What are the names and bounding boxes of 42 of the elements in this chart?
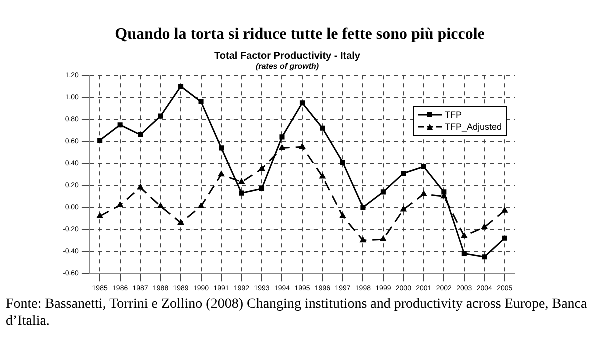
point [198,99,204,105]
point [461,232,468,238]
point [97,213,103,218]
point [178,220,184,225]
point [279,144,286,150]
chart-title: Quando la torta si riduce tutte le fette sono più piccole [114,25,486,45]
point [320,126,326,131]
point [502,208,508,213]
point [421,191,427,196]
point [380,236,386,242]
point [218,171,224,177]
point [442,190,447,195]
point [360,205,366,210]
chart-subtitle: Total Factor Productivity - Italy [214,50,361,62]
legend-label: TFP_Adjusted [445,120,502,133]
point [178,84,184,90]
point [158,114,164,119]
point [421,164,426,170]
point [158,203,164,208]
point [462,251,467,256]
source-note: Fonte: Bassanetti, Torrini e Zollino (2008) Changing institutions and productivity across Europe, Banca d’Italia. [6,296,588,330]
point [259,186,265,192]
point [340,213,346,218]
point [198,203,204,208]
point [401,170,406,176]
point [360,237,366,243]
point [300,144,306,150]
point [502,236,508,241]
point [482,254,488,260]
point [98,138,103,144]
point [219,146,224,151]
point [138,132,144,138]
point [482,224,488,230]
point [380,190,386,195]
text: (rates of growth) [256,62,320,72]
legend-label: TFP [445,108,462,121]
point [118,122,123,128]
point [280,134,285,140]
point [300,100,305,106]
point [259,166,265,172]
point [340,160,346,166]
point [239,190,244,196]
